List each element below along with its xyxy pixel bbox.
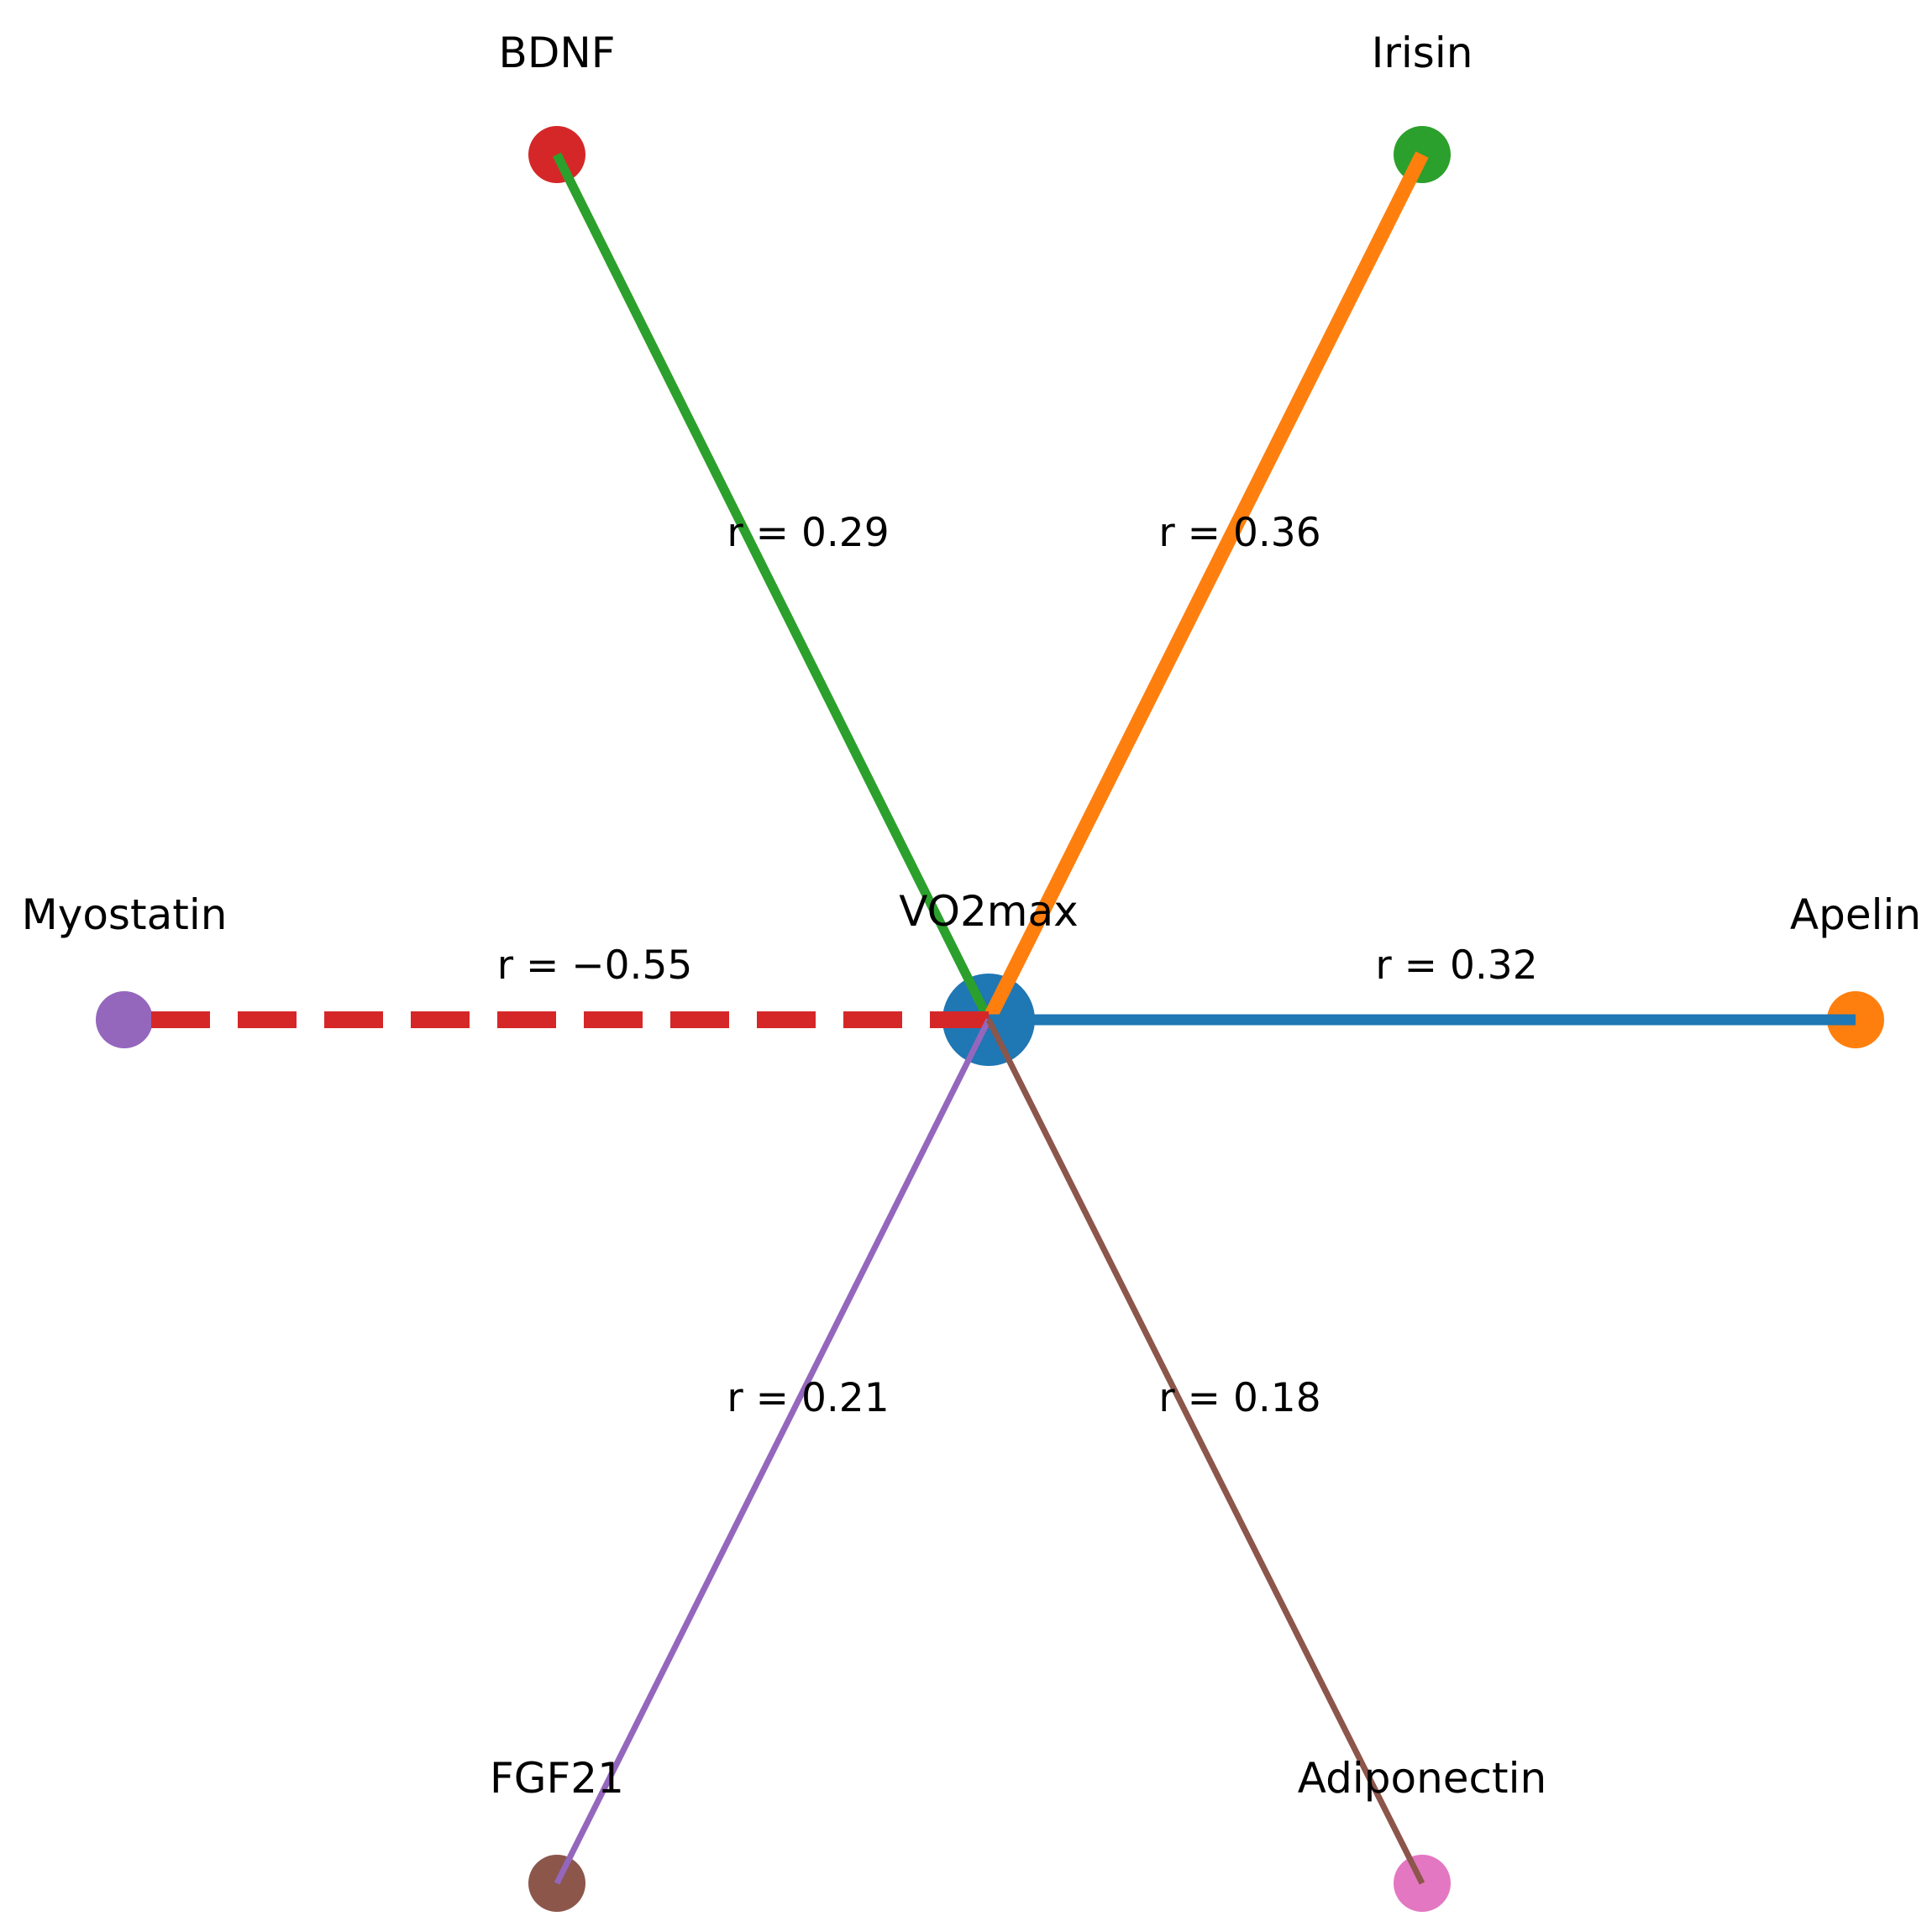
- label-vo2max: VO2max: [899, 887, 1078, 936]
- r-label-apelin: r = 0.32: [1375, 942, 1537, 989]
- node-myostatin: [96, 991, 153, 1048]
- edge-overlay-irisin: [982, 151, 1429, 1023]
- r-label-fgf21: r = 0.21: [727, 1375, 889, 1421]
- r-label-myostatin: r = −0.55: [497, 942, 693, 989]
- edge-overlay-bdnf: [553, 152, 993, 1022]
- r-label-adiponectin: r = 0.18: [1158, 1375, 1320, 1421]
- r-label-irisin: r = 0.36: [1158, 510, 1320, 556]
- label-bdnf: BDNF: [499, 29, 616, 77]
- label-fgf21: FGF21: [490, 1754, 624, 1803]
- edge-labels: r = 0.29 r = 0.36 r = −0.55 r = 0.32 r =…: [497, 510, 1538, 1421]
- edge-overlays: [124, 151, 1856, 1885]
- label-adiponectin: Adiponectin: [1298, 1754, 1546, 1803]
- edge-overlay-fgf21: [554, 1018, 992, 1885]
- label-apelin: Apelin: [1790, 890, 1921, 939]
- r-label-bdnf: r = 0.29: [727, 510, 889, 556]
- node-labels: VO2max BDNF Irisin Myostatin Apelin FGF2…: [22, 29, 1922, 1803]
- edge-overlay-adiponectin: [985, 1018, 1425, 1885]
- label-myostatin: Myostatin: [22, 890, 228, 939]
- label-irisin: Irisin: [1372, 29, 1473, 77]
